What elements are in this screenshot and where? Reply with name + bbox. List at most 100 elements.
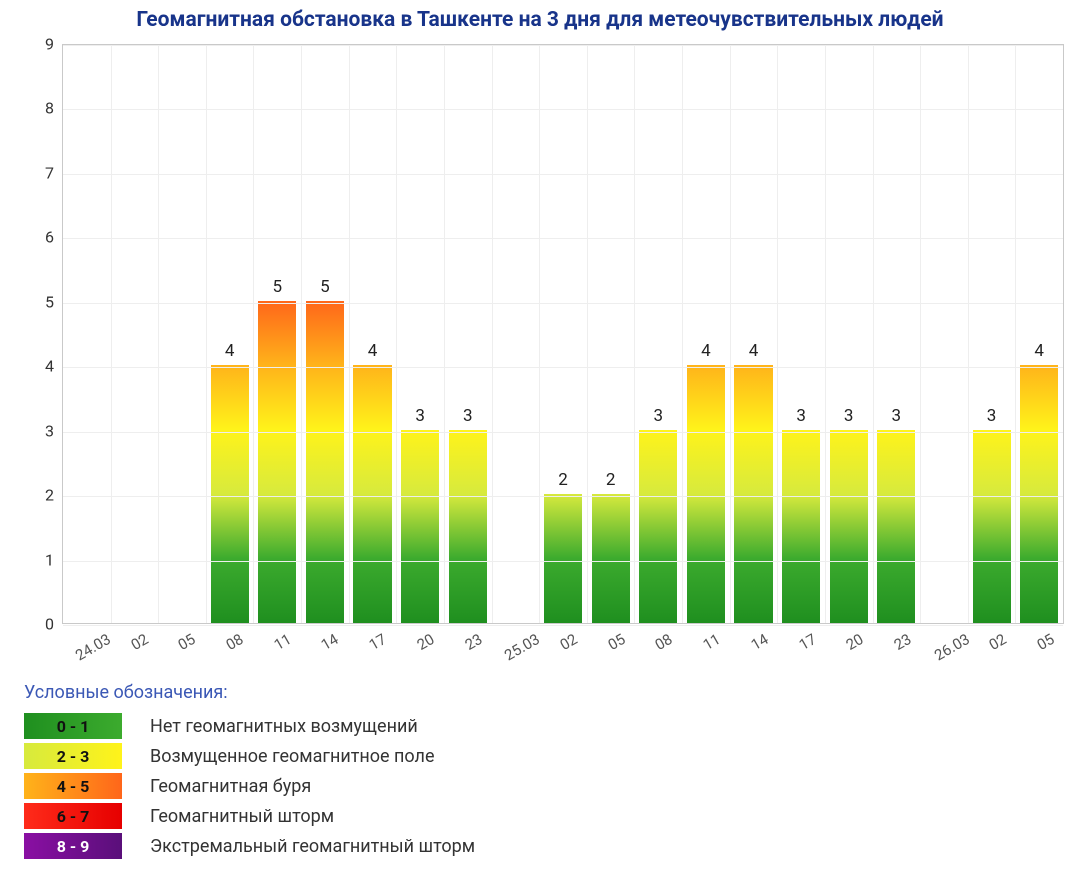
bar: 3: [639, 430, 677, 623]
legend-label: Нет геомагнитных возмущений: [150, 716, 418, 737]
gridline-v: [253, 45, 254, 623]
gridline-v: [111, 45, 112, 623]
gridline-v: [825, 45, 826, 623]
gridline-v: [587, 45, 588, 623]
bar-value-label: 3: [415, 406, 425, 426]
ytick-label: 3: [45, 421, 54, 440]
xtick-hour-label: 05: [1034, 630, 1058, 654]
ytick-label: 4: [45, 357, 54, 376]
bar: 2: [544, 494, 582, 623]
bar-value-label: 4: [701, 341, 711, 361]
bar: 4: [687, 365, 725, 623]
bar: 5: [306, 301, 344, 623]
bar: 4: [353, 365, 391, 623]
plot-area: 4554332234433334: [62, 44, 1064, 624]
y-axis: 0123456789: [16, 44, 62, 624]
ytick-label: 1: [45, 550, 54, 569]
xtick-date-label: 25.03: [501, 630, 543, 664]
bar: 3: [782, 430, 820, 623]
gridline-h: [63, 238, 1063, 239]
gridline-h: [63, 561, 1063, 562]
legend-swatch: 8 - 9: [24, 833, 122, 859]
bar: 4: [211, 365, 249, 623]
gridline-v: [873, 45, 874, 623]
bar: 3: [401, 430, 439, 623]
bar-value-label: 4: [368, 341, 378, 361]
legend-items: 0 - 1 Нет геомагнитных возмущений 2 - 3 Воз…: [24, 713, 1064, 859]
bar-value-label: 3: [653, 406, 663, 426]
xtick-hour-label: 02: [986, 630, 1010, 654]
xtick-hour-label: 14: [748, 630, 772, 654]
gridline-v: [539, 45, 540, 623]
legend-label: Возмущенное геомагнитное поле: [150, 746, 435, 767]
gridline-h: [63, 109, 1063, 110]
xtick-hour-label: 05: [175, 630, 199, 654]
xtick-date-label: 24.03: [72, 630, 114, 664]
gridline-v: [730, 45, 731, 623]
bar-value-label: 5: [273, 277, 283, 297]
bar-value-label: 2: [558, 470, 568, 490]
bar: 3: [449, 430, 487, 623]
ytick-label: 0: [45, 615, 54, 634]
legend-row: 0 - 1 Нет геомагнитных возмущений: [24, 713, 1064, 739]
legend: Условные обозначения: 0 - 1 Нет геомагнит…: [24, 682, 1064, 859]
bar-value-label: 3: [987, 406, 997, 426]
legend-label: Геомагнитная буря: [150, 776, 311, 797]
xtick-hour-label: 14: [318, 630, 342, 654]
xtick-hour-label: 05: [605, 630, 629, 654]
legend-row: 2 - 3 Возмущенное геомагнитное поле: [24, 743, 1064, 769]
gridline-v: [920, 45, 921, 623]
xtick-hour-label: 23: [461, 630, 485, 654]
gridline-v: [492, 45, 493, 623]
chart-title: Геомагнитная обстановка в Ташкенте на 3 …: [16, 8, 1064, 32]
xtick-hour-label: 20: [414, 630, 438, 654]
gridline-v: [349, 45, 350, 623]
xtick-hour-label: 02: [557, 630, 581, 654]
xtick-hour-label: 02: [127, 630, 151, 654]
bar: 2: [592, 494, 630, 623]
bar: 3: [830, 430, 868, 623]
xtick-hour-label: 08: [223, 630, 247, 654]
bar-value-label: 2: [606, 470, 616, 490]
xtick-hour-label: 08: [652, 630, 676, 654]
bar: 3: [973, 430, 1011, 623]
ytick-label: 9: [45, 35, 54, 54]
legend-row: 4 - 5 Геомагнитная буря: [24, 773, 1064, 799]
bar-value-label: 4: [749, 341, 759, 361]
legend-swatch: 4 - 5: [24, 773, 122, 799]
gridline-h: [63, 45, 1063, 46]
bar: 3: [877, 430, 915, 623]
bar-value-label: 3: [463, 406, 473, 426]
legend-row: 6 - 7 Геомагнитный шторм: [24, 803, 1064, 829]
ytick-label: 6: [45, 228, 54, 247]
xtick-hour-label: 17: [795, 630, 819, 654]
gridline-v: [158, 45, 159, 623]
legend-title: Условные обозначения:: [24, 682, 1064, 703]
chart-container: Геомагнитная обстановка в Ташкенте на 3 …: [0, 0, 1080, 879]
gridline-v: [1015, 45, 1016, 623]
bar-value-label: 5: [320, 277, 330, 297]
legend-swatch: 0 - 1: [24, 713, 122, 739]
gridline-v: [968, 45, 969, 623]
bar: 4: [734, 365, 772, 623]
gridline-v: [634, 45, 635, 623]
legend-label: Геомагнитный шторм: [150, 806, 334, 827]
xtick-hour-label: 11: [271, 630, 295, 654]
bar-value-label: 4: [225, 341, 235, 361]
ytick-label: 5: [45, 292, 54, 311]
gridline-v: [301, 45, 302, 623]
legend-swatch: 2 - 3: [24, 743, 122, 769]
bar: 5: [258, 301, 296, 623]
bars-layer: 4554332234433334: [63, 45, 1063, 623]
xtick-hour-label: 11: [700, 630, 724, 654]
chart-wrap: 0123456789 4554332234433334: [16, 44, 1064, 624]
bar-value-label: 3: [844, 406, 854, 426]
bar-value-label: 3: [892, 406, 902, 426]
legend-swatch: 6 - 7: [24, 803, 122, 829]
ytick-label: 7: [45, 163, 54, 182]
gridline-v: [682, 45, 683, 623]
ytick-label: 2: [45, 486, 54, 505]
gridline-h: [63, 303, 1063, 304]
xtick-hour-label: 23: [891, 630, 915, 654]
xtick-hour-label: 17: [366, 630, 390, 654]
